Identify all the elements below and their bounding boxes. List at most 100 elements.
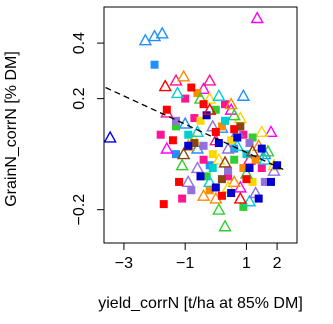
data-point xyxy=(273,161,282,170)
data-point xyxy=(150,60,159,69)
data-point xyxy=(255,124,269,138)
data-point xyxy=(155,26,169,39)
data-point xyxy=(230,144,239,153)
data-point xyxy=(242,175,251,184)
x-tick-label: 1 xyxy=(242,255,251,272)
data-point xyxy=(230,155,239,164)
data-point xyxy=(203,102,217,115)
data-point xyxy=(227,136,236,145)
x-axis: −3 −1 1 2 xyxy=(115,242,282,272)
data-point xyxy=(205,186,214,195)
data-point xyxy=(250,11,264,24)
data-point xyxy=(212,202,226,215)
data-point xyxy=(221,100,230,109)
data-point xyxy=(171,116,180,125)
data-point xyxy=(199,100,208,109)
data-point xyxy=(190,139,199,148)
data-point xyxy=(199,141,208,150)
data-point xyxy=(266,177,275,186)
data-point xyxy=(211,105,220,114)
data-point xyxy=(158,79,172,92)
data-point xyxy=(233,133,242,142)
data-point xyxy=(202,172,211,181)
data-point xyxy=(227,189,236,198)
data-point xyxy=(212,152,226,165)
data-point xyxy=(221,141,235,154)
data-point xyxy=(267,163,281,176)
y-axis-label: GrainN_corrN [% DM] xyxy=(3,51,20,207)
data-point xyxy=(218,219,232,232)
data-point xyxy=(162,105,171,114)
data-point xyxy=(257,164,266,173)
data-point xyxy=(203,174,217,188)
data-point xyxy=(211,127,220,136)
data-point xyxy=(103,130,117,143)
y-tick-label: −0.2 xyxy=(71,194,88,226)
data-point xyxy=(239,164,248,173)
data-point xyxy=(184,141,193,150)
data-point xyxy=(233,191,248,204)
data-point xyxy=(171,150,180,159)
data-point xyxy=(245,139,254,148)
data-point xyxy=(230,125,239,134)
data-point xyxy=(184,130,193,139)
data-point xyxy=(248,133,257,142)
plot-frame xyxy=(103,6,298,244)
data-point xyxy=(181,94,190,103)
x-tick-label: 2 xyxy=(273,255,282,272)
data-point xyxy=(181,174,195,188)
data-point xyxy=(178,194,187,203)
data-point xyxy=(208,164,217,173)
data-point xyxy=(239,202,248,211)
data-point xyxy=(230,138,244,151)
data-point xyxy=(196,116,205,125)
data-point xyxy=(242,150,251,159)
trend-line-layer xyxy=(105,86,284,171)
data-point xyxy=(239,130,248,139)
data-points xyxy=(103,11,282,232)
data-point xyxy=(254,194,263,203)
data-point xyxy=(196,172,205,181)
data-point xyxy=(211,183,220,192)
data-point xyxy=(258,147,272,160)
trend-line xyxy=(105,86,284,171)
data-point xyxy=(208,150,217,159)
data-point xyxy=(218,155,232,168)
data-point xyxy=(199,155,208,164)
data-point xyxy=(224,172,233,181)
data-point xyxy=(224,166,233,175)
data-point xyxy=(264,124,278,138)
data-point xyxy=(196,81,211,95)
data-point xyxy=(168,136,177,145)
y-tick-label: 0.2 xyxy=(71,87,88,109)
data-point xyxy=(156,130,165,139)
data-point xyxy=(224,97,238,110)
data-point xyxy=(214,139,223,148)
data-point xyxy=(187,83,196,92)
data-point xyxy=(193,89,202,98)
data-point xyxy=(242,194,257,207)
data-point xyxy=(260,177,269,186)
data-point xyxy=(160,141,174,154)
data-point xyxy=(176,147,191,160)
data-point xyxy=(187,186,196,195)
data-point xyxy=(202,111,211,120)
data-point xyxy=(227,108,241,121)
data-point xyxy=(175,177,184,186)
data-point xyxy=(203,73,217,86)
data-point xyxy=(245,164,254,173)
data-point xyxy=(190,114,199,123)
x-tick-label: −3 xyxy=(115,255,133,272)
data-point xyxy=(257,144,266,153)
data-point xyxy=(251,155,260,164)
data-point xyxy=(159,200,168,209)
data-point xyxy=(221,116,230,125)
y-axis: −0.2 0.2 0.4 xyxy=(71,32,105,226)
data-point xyxy=(175,158,189,171)
data-point xyxy=(176,69,191,82)
data-point xyxy=(212,88,226,101)
y-tick-label: 0.4 xyxy=(71,32,88,54)
data-point xyxy=(190,161,205,174)
data-point xyxy=(248,177,257,186)
